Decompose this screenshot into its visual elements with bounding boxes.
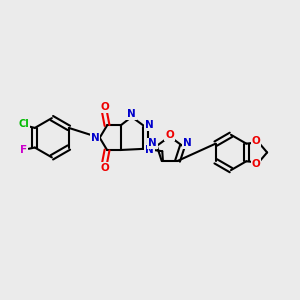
Text: N: N <box>127 109 136 119</box>
Text: O: O <box>165 130 174 140</box>
Text: O: O <box>100 102 109 112</box>
Text: O: O <box>252 136 260 146</box>
Text: N: N <box>91 133 100 143</box>
Text: N: N <box>182 138 191 148</box>
Text: N: N <box>145 121 154 130</box>
Text: N: N <box>145 145 154 155</box>
Text: F: F <box>20 145 27 155</box>
Text: O: O <box>252 159 260 169</box>
Text: O: O <box>100 163 109 173</box>
Text: N: N <box>148 138 157 148</box>
Text: Cl: Cl <box>18 119 29 129</box>
